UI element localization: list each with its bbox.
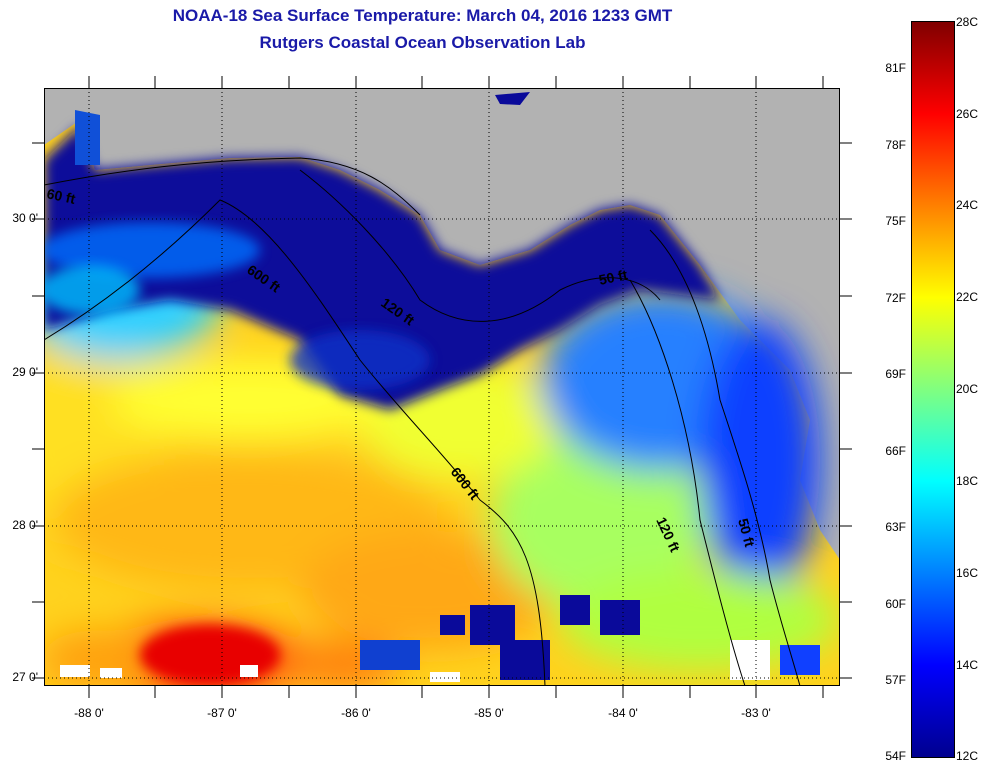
contour-label: 50 ft xyxy=(597,266,629,288)
colorbar-celsius-label: 14C xyxy=(956,658,979,672)
colorbar-fahrenheit-label: 57F xyxy=(885,673,906,687)
lon-label: -83 0' xyxy=(741,706,771,720)
sea-surface xyxy=(44,92,840,686)
graticule xyxy=(44,88,840,686)
isobath-120ft-north xyxy=(299,169,661,322)
lat-label: 29 0' xyxy=(12,365,38,379)
colorbar-celsius-label: 16C xyxy=(956,566,979,580)
lon-label: -86 0' xyxy=(341,706,371,720)
temperature-colorbar xyxy=(911,21,955,758)
lat-label: 27 0' xyxy=(12,670,38,684)
colorbar-fahrenheit-label: 75F xyxy=(885,214,906,228)
lat-label: 28 0' xyxy=(12,518,38,532)
lon-label: -84 0' xyxy=(608,706,638,720)
colorbar-fahrenheit-label: 78F xyxy=(885,138,906,152)
lon-label: -87 0' xyxy=(207,706,237,720)
isobath-60ft xyxy=(44,157,421,216)
map-title: NOAA-18 Sea Surface Temperature: March 0… xyxy=(172,6,673,25)
colorbar-fahrenheit-label: 81F xyxy=(885,61,906,75)
colorbar-celsius-label: 26C xyxy=(956,107,979,121)
lat-label: 30 0' xyxy=(12,211,38,225)
isobaths xyxy=(44,157,801,686)
map-subtitle: Rutgers Coastal Ocean Observation Lab xyxy=(259,33,586,52)
contour-label: 60 ft xyxy=(45,185,77,207)
colorbar-celsius-label: 18C xyxy=(956,474,979,488)
isobath-120ft-south xyxy=(629,279,746,686)
axis-ticks xyxy=(32,76,852,698)
lon-label: -88 0' xyxy=(74,706,104,720)
lon-label: -85 0' xyxy=(474,706,504,720)
colorbar-fahrenheit-label: 69F xyxy=(885,367,906,381)
colorbar-fahrenheit-label: 66F xyxy=(885,444,906,458)
colorbar-fahrenheit-label: 54F xyxy=(885,749,906,763)
colorbar-celsius-label: 12C xyxy=(956,749,979,763)
map-frame xyxy=(44,88,840,686)
colorbar-celsius-label: 24C xyxy=(956,198,979,212)
colorbar-celsius-label: 28C xyxy=(956,15,979,29)
colorbar-celsius-label: 20C xyxy=(956,382,979,396)
cloud-gaps xyxy=(60,595,820,682)
colorbar-celsius-label: 22C xyxy=(956,290,979,304)
contour-label: 50 ft xyxy=(735,517,758,549)
isobath-50ft xyxy=(649,229,801,686)
colorbar-fahrenheit-label: 60F xyxy=(885,597,906,611)
colorbar-fahrenheit-label: 63F xyxy=(885,520,906,534)
isobath-600ft xyxy=(44,199,546,686)
colorbar-fahrenheit-label: 72F xyxy=(885,291,906,305)
